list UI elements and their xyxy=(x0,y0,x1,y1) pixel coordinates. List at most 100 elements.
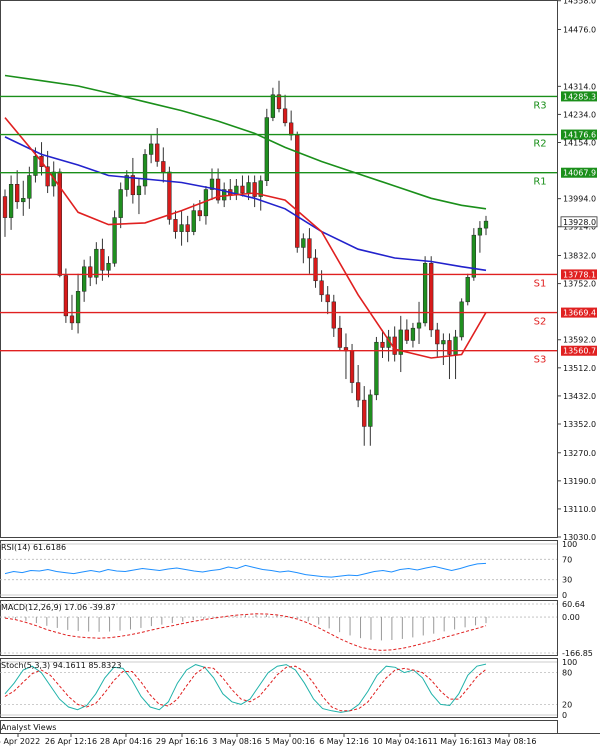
candle-up xyxy=(222,189,227,201)
level-value-r1: 14067.9 xyxy=(563,169,596,178)
price-axis-label: 14154.0 xyxy=(563,138,596,147)
candle-down xyxy=(325,294,330,303)
candle-down xyxy=(130,175,135,196)
price-axis-label: 14558.0 xyxy=(563,0,596,6)
candle-up xyxy=(246,182,251,194)
rsi-title: RSI(14) 61.6186 xyxy=(1,543,66,552)
candle-down xyxy=(2,196,8,218)
level-code-r2: R2 xyxy=(533,139,546,150)
candle-up xyxy=(398,329,403,355)
level-value-s3: 13560.7 xyxy=(563,347,596,356)
moving-average-line-2 xyxy=(4,136,487,272)
candle-down xyxy=(69,315,75,324)
level-value-s1: 13778.1 xyxy=(563,270,596,279)
price-axis-label: 14476.0 xyxy=(563,25,596,34)
rsi-axis-label: 30 xyxy=(562,576,572,585)
candle-up xyxy=(368,394,373,427)
level-value-box xyxy=(561,345,597,356)
time-axis-label: 5 Apr 2022 xyxy=(0,737,40,746)
candle-up xyxy=(410,327,416,341)
candle-up xyxy=(258,180,263,197)
footer-panel-frame xyxy=(0,720,558,734)
time-axis-label: 5 May 00:16 xyxy=(265,737,315,746)
stoch-line-1 xyxy=(4,663,487,713)
level-value-box xyxy=(561,167,597,178)
candle-up xyxy=(422,262,428,324)
time-axis-label: 11 May 16:16 xyxy=(428,737,483,746)
price-axis-label: 13832.0 xyxy=(563,252,596,261)
level-code-r3: R3 xyxy=(533,100,546,111)
stoch-title: Stoch(5,3,3) 94.1611 85.8323 xyxy=(1,661,121,670)
candle-up xyxy=(148,143,154,155)
candle-down xyxy=(197,210,202,217)
price-axis-label: 13592.0 xyxy=(563,336,596,345)
macd-title: MACD(12,26,9) 17.06 -39.87 xyxy=(1,603,116,612)
stoch-axis-label: 100 xyxy=(562,658,577,667)
candle-down xyxy=(282,108,288,124)
time-axis-label: 3 May 08:16 xyxy=(212,737,262,746)
level-value-box xyxy=(561,307,597,318)
candle-down xyxy=(313,257,318,282)
candle-up xyxy=(459,301,464,338)
candle-up xyxy=(374,341,379,396)
candle-up xyxy=(209,178,215,190)
candle-down xyxy=(319,280,324,296)
candle-down xyxy=(63,275,69,317)
price-axis-label: 13270.0 xyxy=(563,449,596,458)
level-value-box xyxy=(561,269,597,280)
candle-up xyxy=(27,175,32,199)
price-axis-label: 13432.0 xyxy=(563,392,596,401)
price-axis-label: 13110.0 xyxy=(563,505,596,514)
time-axis-label: 28 Apr 04:16 xyxy=(100,737,152,746)
time-axis-label: 26 Apr 12:16 xyxy=(45,737,97,746)
candle-up xyxy=(21,198,26,203)
candle-up xyxy=(82,266,87,292)
candle-down xyxy=(435,329,440,345)
candle-up xyxy=(118,189,123,218)
macd-line-1 xyxy=(4,613,487,651)
candle-up xyxy=(179,224,184,232)
last-price-label: 13928.0 xyxy=(563,218,596,227)
candle-down xyxy=(100,248,105,271)
candle-up xyxy=(94,248,99,278)
level-value-box xyxy=(561,129,597,140)
candle-up xyxy=(75,291,81,324)
price-axis-label: 13030.0 xyxy=(563,533,596,542)
candle-down xyxy=(307,238,312,259)
candle-up xyxy=(124,175,129,190)
candle-down xyxy=(240,185,245,194)
rsi-axis-label: 70 xyxy=(562,555,572,564)
candle-down xyxy=(356,382,361,401)
candle-down xyxy=(404,329,409,341)
candle-up xyxy=(477,227,483,236)
level-value-box xyxy=(561,91,597,102)
candle-down xyxy=(380,341,385,348)
candle-up xyxy=(270,94,276,118)
candle-up xyxy=(465,277,470,303)
candle-up xyxy=(483,220,489,229)
level-code-s3: S3 xyxy=(534,355,547,366)
macd-axis-label: 60.64 xyxy=(562,600,585,609)
candle-down xyxy=(289,122,294,136)
price-axis-label: 13914.0 xyxy=(563,223,596,232)
candle-down xyxy=(88,266,93,278)
stoch-panel-frame xyxy=(0,658,558,718)
price-axis-label: 13752.0 xyxy=(563,280,596,289)
candle-down xyxy=(337,327,343,348)
price-axis-label: 14234.0 xyxy=(563,110,596,119)
price-axis-label: 13190.0 xyxy=(563,477,596,486)
stoch-line-2 xyxy=(4,665,487,712)
candle-up xyxy=(33,155,38,176)
stoch-axis-label: 80 xyxy=(562,669,572,678)
level-code-r1: R1 xyxy=(533,177,546,188)
level-code-s1: S1 xyxy=(534,278,547,289)
rsi-axis-label: 0 xyxy=(562,591,567,600)
price-axis-label: 14314.0 xyxy=(563,82,596,91)
time-axis-label: 6 May 12:16 xyxy=(319,737,369,746)
candle-up xyxy=(441,340,446,345)
price-axis-label: 13512.0 xyxy=(563,364,596,373)
candle-up xyxy=(301,238,306,248)
candle-down xyxy=(57,171,62,276)
